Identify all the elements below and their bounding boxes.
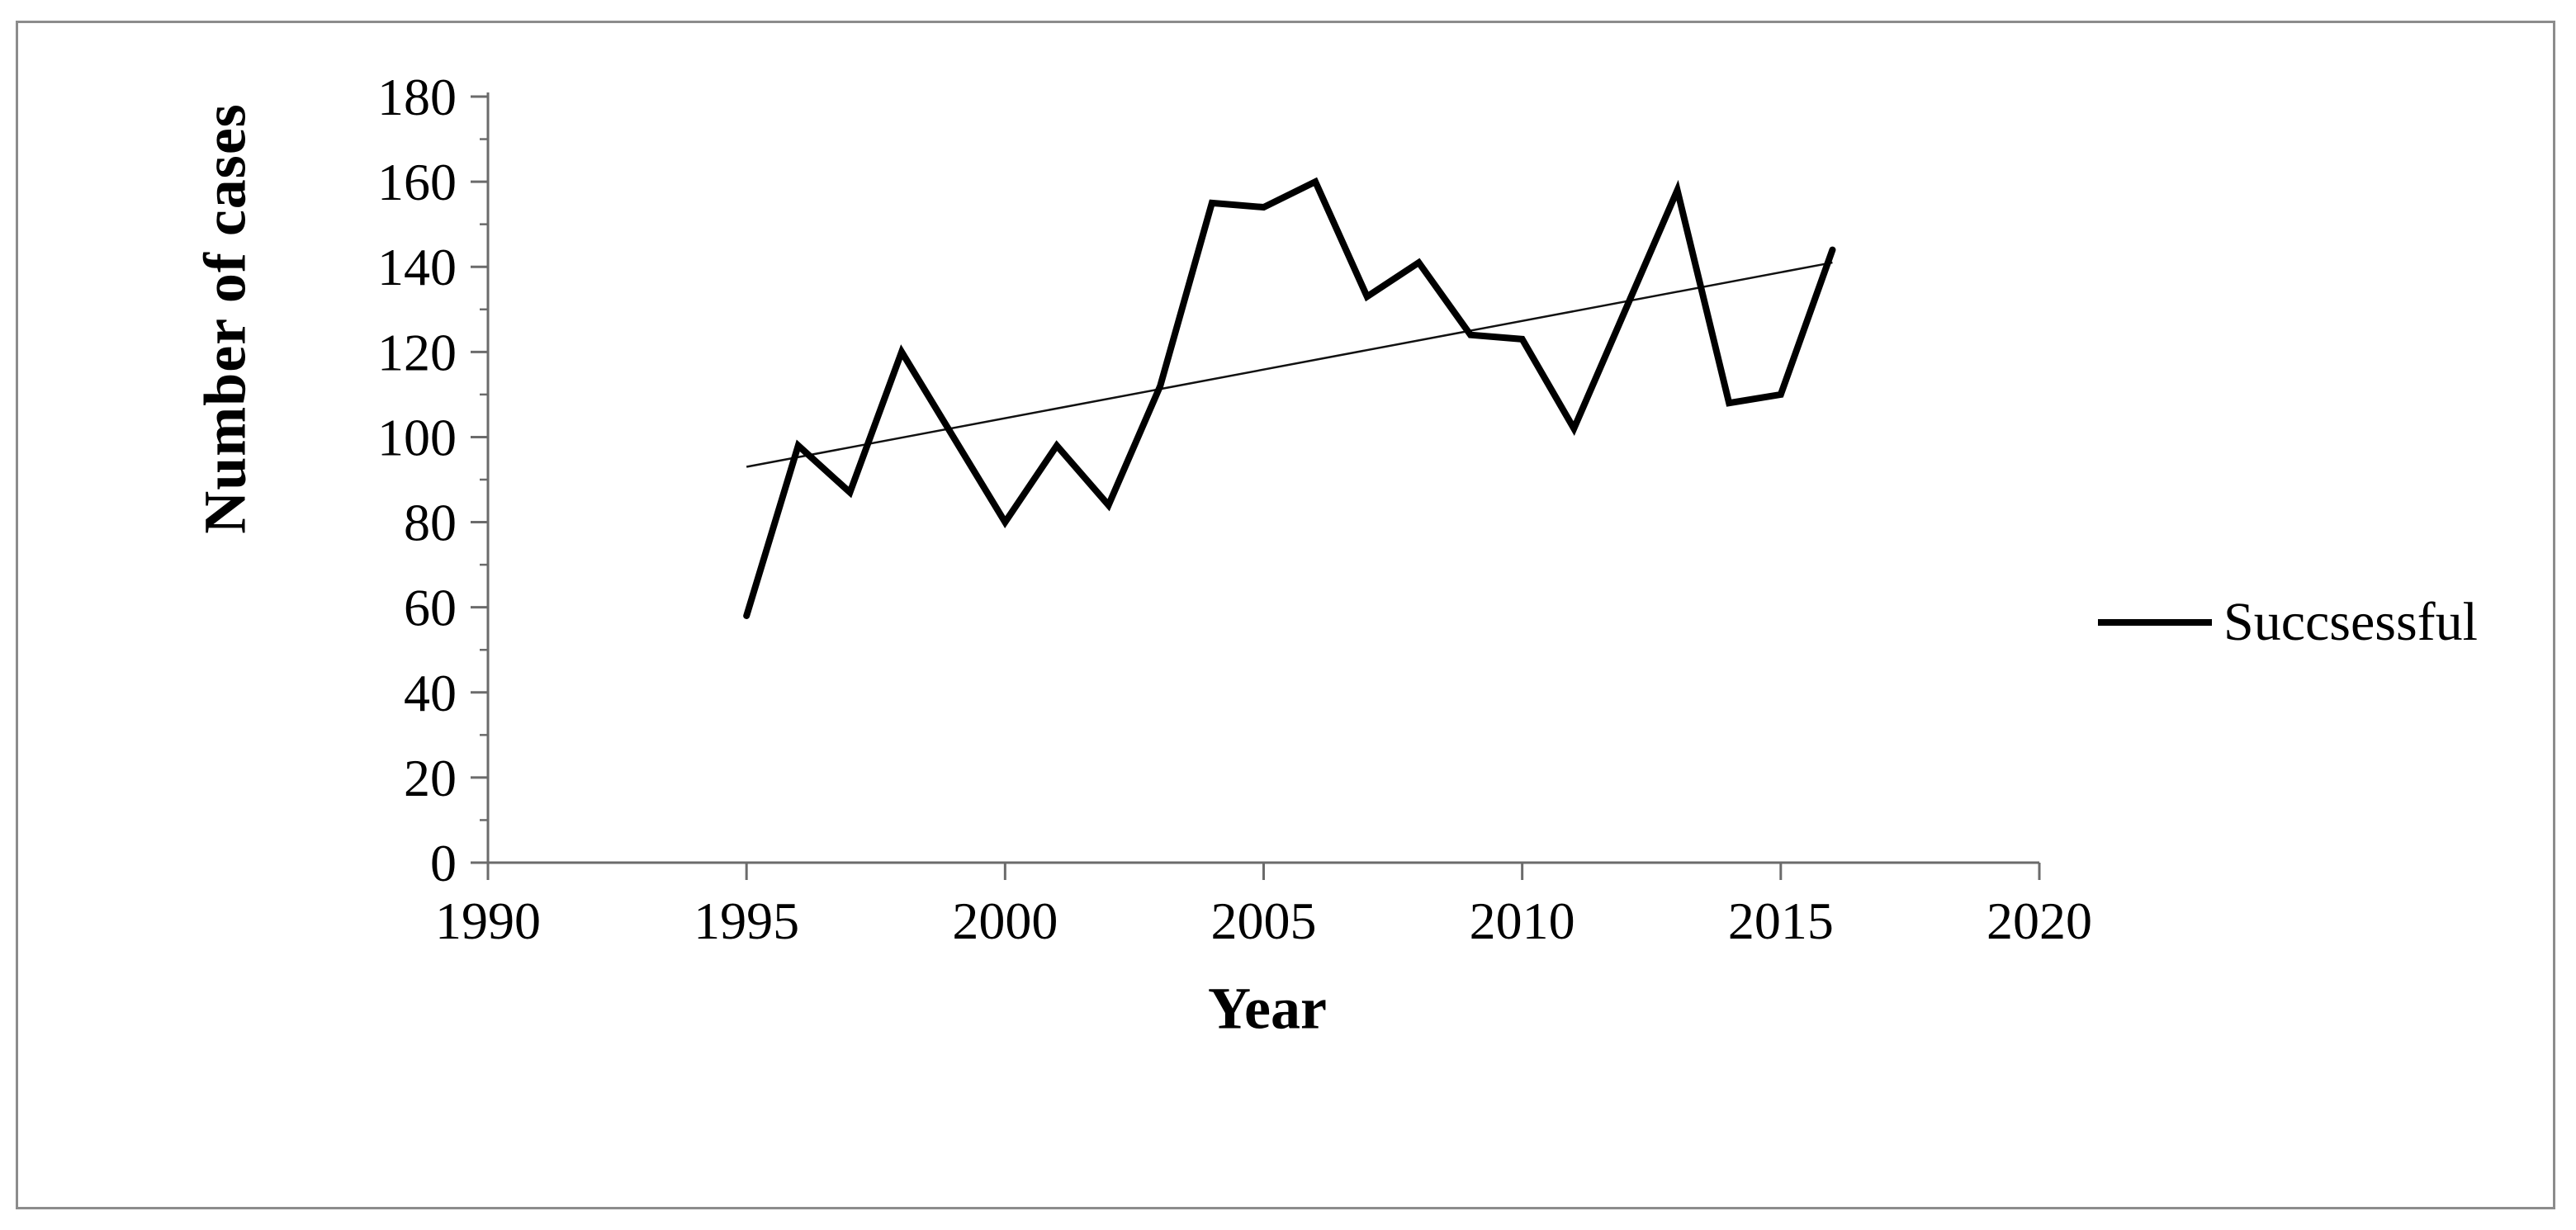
legend-series-label: Succsessful (2223, 592, 2478, 652)
x-tick-label: 2005 (1210, 892, 1316, 950)
y-tick-label: 40 (404, 664, 457, 722)
y-tick-label: 120 (377, 323, 457, 381)
y-tick-label: 60 (404, 579, 457, 637)
y-tick-label: 0 (430, 834, 457, 892)
series-line-succsessful (743, 177, 1836, 619)
trendline (746, 261, 1833, 468)
chart-frame (16, 21, 2555, 1209)
x-axis-title: Year (1208, 975, 1327, 1042)
y-tick-label: 180 (377, 68, 457, 126)
legend-line-sample-icon (2098, 619, 2212, 626)
y-tick-label: 20 (404, 749, 457, 807)
y-tick-label: 80 (404, 494, 457, 552)
x-tick-label: 2015 (1728, 892, 1834, 950)
x-tick-label: 2020 (1986, 892, 2092, 950)
x-tick-label: 2010 (1470, 892, 1575, 950)
y-tick-label: 100 (377, 408, 457, 466)
y-tick-label: 140 (377, 238, 457, 296)
x-tick-label: 2000 (952, 892, 1058, 950)
x-tick-label: 1995 (694, 892, 799, 950)
legend: Succsessful (2098, 595, 2478, 650)
y-tick-label: 160 (377, 153, 457, 211)
y-axis-title-text: Number of cases (192, 103, 258, 534)
x-tick-label: 1990 (435, 892, 541, 950)
